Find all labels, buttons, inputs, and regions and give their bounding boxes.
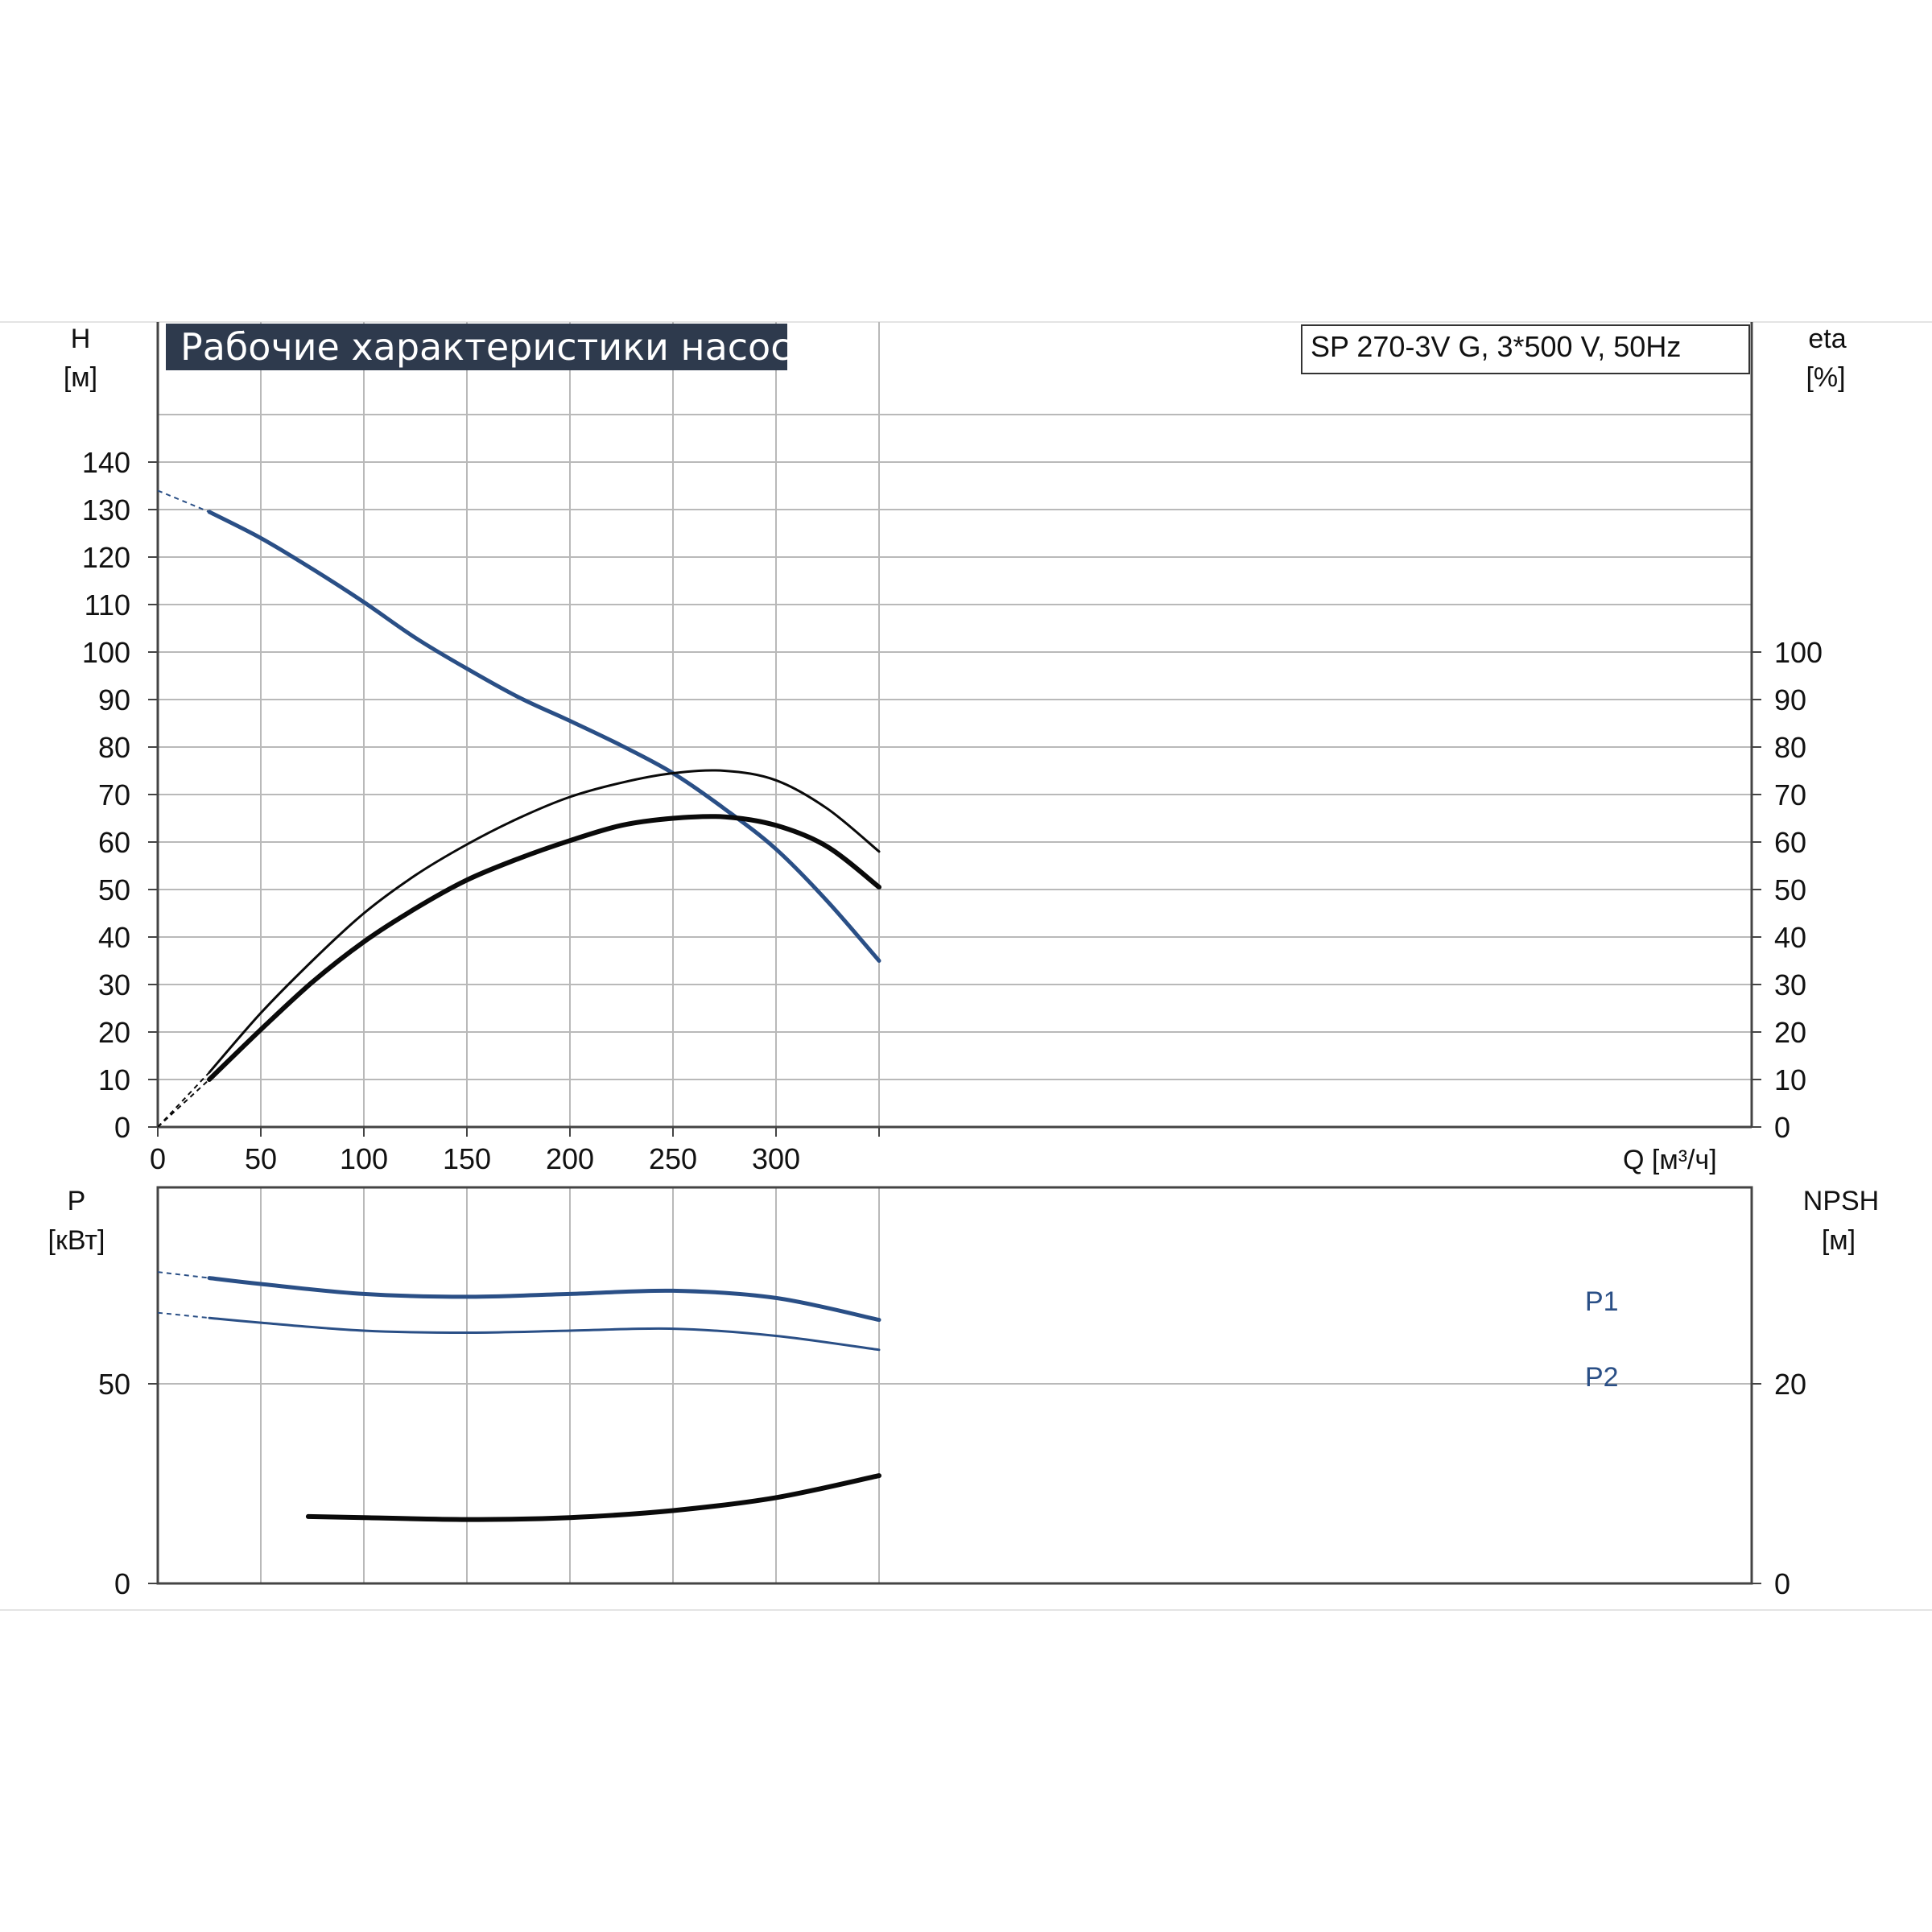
- tick-label-eta: 70: [1774, 778, 1806, 811]
- tick-label-h: 50: [98, 873, 130, 906]
- tick-label-h: 140: [82, 446, 130, 479]
- tick-label-h: 100: [82, 636, 130, 669]
- p1-curve: [207, 1276, 881, 1323]
- tick-label-p: 0: [114, 1567, 130, 1600]
- head-extrapolation: [157, 489, 210, 513]
- p2-extrapolation: [157, 1311, 210, 1319]
- npsh-axis-unit: [м]: [1822, 1225, 1856, 1256]
- p2-label: P2: [1585, 1362, 1619, 1393]
- tick-label-h: 90: [98, 683, 130, 716]
- model-box: [1301, 324, 1750, 374]
- tick-label-eta: 80: [1774, 731, 1806, 764]
- tick-label-q: 100: [340, 1142, 388, 1175]
- tick-label-eta: 30: [1774, 968, 1806, 1001]
- npsh-curve: [305, 1473, 881, 1522]
- p-axis-unit: [кВт]: [48, 1225, 105, 1256]
- chart-title: Рабочие характеристики насоса: [180, 325, 814, 369]
- bottom-frame: [156, 1186, 1753, 1585]
- tick-label-eta: 60: [1774, 826, 1806, 859]
- tick-label-h: 130: [82, 493, 130, 526]
- tick-label-eta: 50: [1774, 873, 1806, 906]
- tick-label-eta: 40: [1774, 921, 1806, 954]
- frame-layer: [156, 322, 1753, 1585]
- tick-label-h: 10: [98, 1063, 130, 1096]
- tick-label-q: 0: [150, 1142, 166, 1175]
- npsh-axis-symbol: NPSH: [1803, 1186, 1879, 1216]
- eta-axis-symbol: eta: [1808, 324, 1846, 354]
- p-axis-symbol: P: [68, 1186, 86, 1216]
- tick-label-eta: 0: [1774, 1111, 1790, 1144]
- tick-label-eta: 10: [1774, 1063, 1806, 1096]
- model-label: SP 270-3V G, 3*500 V, 50Hz: [1311, 330, 1681, 363]
- tick-label-eta: 90: [1774, 683, 1806, 716]
- h-axis-symbol: H: [71, 324, 91, 354]
- p2-curve: [208, 1316, 881, 1352]
- tick-label-h: 40: [98, 921, 130, 954]
- p1-label: P1: [1585, 1286, 1619, 1317]
- tick-label-eta: 20: [1774, 1016, 1806, 1049]
- tick-label-h: 30: [98, 968, 130, 1001]
- tick-label-npsh: 20: [1774, 1368, 1806, 1401]
- tick-label-q: 300: [752, 1142, 800, 1175]
- tick-label-q: 200: [546, 1142, 594, 1175]
- eta-curve: [208, 769, 881, 1074]
- eta-extrapolation: [157, 1071, 210, 1128]
- grid-layer: [158, 322, 1752, 1583]
- tick-label-h: 70: [98, 778, 130, 811]
- title-box: [166, 324, 787, 370]
- tick-label-h: 120: [82, 541, 130, 574]
- q-axis-label: Q [м³/ч]: [1623, 1145, 1717, 1175]
- curve-layer: [157, 489, 881, 1522]
- tick-label-h: 20: [98, 1016, 130, 1049]
- p1-extrapolation: [157, 1271, 210, 1279]
- tick-label-h: 80: [98, 731, 130, 764]
- tick-label-q: 50: [245, 1142, 277, 1175]
- etatotal-extrapolation: [157, 1079, 210, 1128]
- tick-label-h: 0: [114, 1111, 130, 1144]
- tick-layer: 0 10 20 30 40 50 60 70 80 90 100 110 120 130 140 0 10 20 3…: [82, 446, 1823, 1600]
- tick-label-q: 250: [649, 1142, 697, 1175]
- tick-label-q: 150: [443, 1142, 491, 1175]
- head-curve: [207, 510, 881, 963]
- h-axis-unit: [м]: [64, 362, 97, 393]
- tick-label-eta: 100: [1774, 636, 1823, 669]
- tick-label-p: 50: [98, 1368, 130, 1401]
- etatotal-curve: [207, 814, 881, 1082]
- tick-label-npsh: 0: [1774, 1567, 1790, 1600]
- tick-label-h: 60: [98, 826, 130, 859]
- tick-label-h: 110: [85, 588, 130, 621]
- eta-axis-unit: [%]: [1806, 362, 1845, 393]
